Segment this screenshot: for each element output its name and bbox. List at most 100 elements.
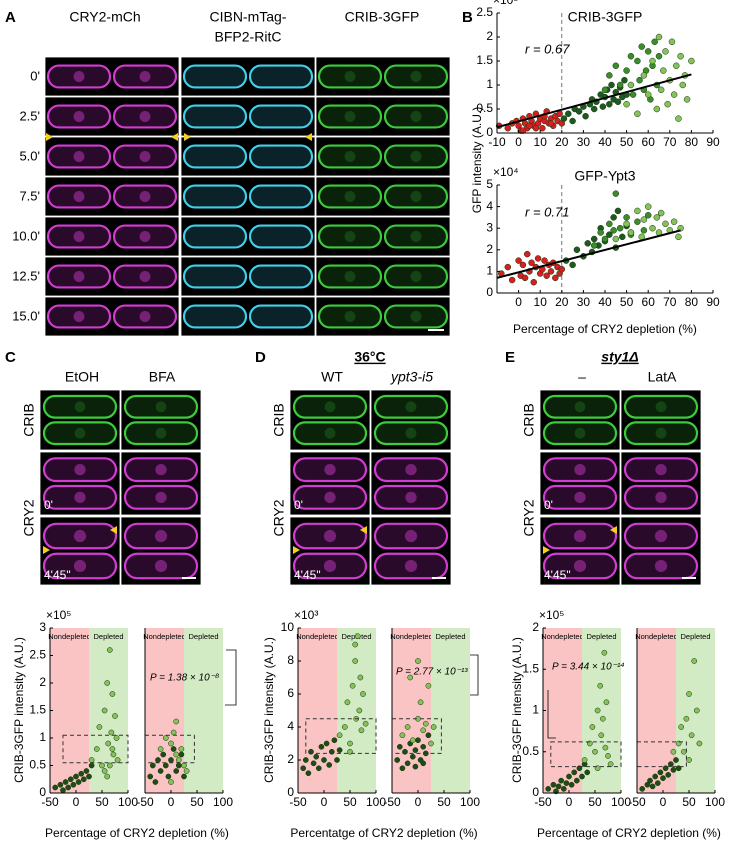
data-point xyxy=(412,763,419,770)
highlight-box xyxy=(305,718,377,754)
x-tick-label: 60 xyxy=(642,135,656,149)
time-label: 4'45" xyxy=(294,568,321,582)
data-point xyxy=(57,781,64,788)
data-point xyxy=(108,729,115,736)
nucleus xyxy=(410,71,422,82)
y-axis-label: CRIB-3GFP intensity (A.U.) xyxy=(262,637,276,783)
data-point xyxy=(640,216,648,223)
data-point xyxy=(331,737,338,744)
cell xyxy=(112,224,178,249)
data-point xyxy=(409,753,416,760)
data-point xyxy=(597,229,604,236)
data-point xyxy=(693,707,700,714)
column-header: EtOH xyxy=(65,369,99,385)
data-point xyxy=(636,76,643,84)
data-point xyxy=(644,48,652,55)
data-point xyxy=(181,773,187,780)
data-point xyxy=(608,81,615,89)
nucleus xyxy=(323,529,337,543)
data-point xyxy=(334,757,340,763)
data-point xyxy=(162,762,169,769)
time-label: 15.0' xyxy=(12,308,40,323)
nucleus xyxy=(410,191,422,202)
time-label: 12.5' xyxy=(12,268,40,283)
data-point xyxy=(300,765,307,772)
nucleus xyxy=(344,191,356,202)
cell xyxy=(373,394,449,419)
x-tick-label: 0 xyxy=(73,795,80,809)
data-point xyxy=(603,699,610,706)
data-point xyxy=(590,242,598,249)
data-point xyxy=(605,753,611,759)
x-axis-label: Percentage of CRY2 depletion (%) xyxy=(513,322,697,336)
x-tick-label: 50 xyxy=(95,795,109,809)
nucleus xyxy=(73,271,85,282)
cell xyxy=(182,144,248,169)
nucleus xyxy=(344,151,356,162)
annotation: r = 0.71 xyxy=(525,204,569,219)
cell xyxy=(542,552,618,580)
data-point xyxy=(60,787,66,794)
data-point xyxy=(623,214,630,221)
data-point xyxy=(86,773,92,780)
data-point xyxy=(601,649,608,656)
x-tick-label: 100 xyxy=(118,795,138,809)
region xyxy=(431,628,470,793)
arrowhead xyxy=(46,133,53,141)
data-point xyxy=(634,57,641,65)
condition: sty1Δ xyxy=(601,349,638,365)
data-point xyxy=(532,124,540,132)
row-label: CRY2 xyxy=(271,499,287,536)
nucleus xyxy=(73,559,87,573)
data-point xyxy=(178,746,185,752)
data-point xyxy=(653,105,661,113)
x-tick-label: -50 xyxy=(41,795,59,809)
tile-border xyxy=(180,176,316,217)
row-label: CRIB xyxy=(271,403,287,436)
time-label: 5.0' xyxy=(19,148,40,163)
data-point xyxy=(649,57,656,65)
cell xyxy=(248,184,314,209)
data-point xyxy=(670,748,677,755)
y-tick-label: 6 xyxy=(287,686,294,700)
data-point xyxy=(590,105,598,113)
nucleus xyxy=(574,463,586,476)
data-point xyxy=(640,72,648,79)
data-point xyxy=(623,220,630,228)
nucleus xyxy=(74,427,86,439)
data-point xyxy=(563,780,570,786)
cell xyxy=(292,522,368,550)
nucleus xyxy=(74,463,86,476)
y-tick-label: 2 xyxy=(532,620,539,634)
y-tick-label: 1 xyxy=(39,730,46,744)
cell xyxy=(373,457,449,483)
data-point xyxy=(558,265,566,273)
tile-border xyxy=(44,176,180,217)
data-point xyxy=(415,737,421,744)
data-point xyxy=(623,100,630,108)
data-point xyxy=(623,67,630,74)
x-tick-label: 20 xyxy=(555,135,569,149)
data-point xyxy=(612,235,620,243)
cell xyxy=(317,304,383,329)
cell xyxy=(46,184,112,209)
cell xyxy=(182,304,248,329)
arrowhead xyxy=(293,546,300,554)
condition: 36°C xyxy=(354,349,385,365)
data-point xyxy=(80,776,87,783)
data-point xyxy=(606,100,613,108)
x-tick-label: 50 xyxy=(190,795,204,809)
cell xyxy=(623,552,699,580)
data-point xyxy=(590,235,598,243)
x-tick-label: -50 xyxy=(136,795,154,809)
region-label: Nondepleted xyxy=(143,632,186,641)
tile-border xyxy=(180,96,316,137)
tile-border xyxy=(39,389,121,451)
region-label: Depleted xyxy=(586,632,616,641)
data-point xyxy=(412,747,419,753)
region-label: Nondepleted xyxy=(48,632,91,641)
x-tick-label: -10 xyxy=(488,135,506,149)
data-point xyxy=(104,773,111,780)
highlight-box xyxy=(550,741,622,768)
